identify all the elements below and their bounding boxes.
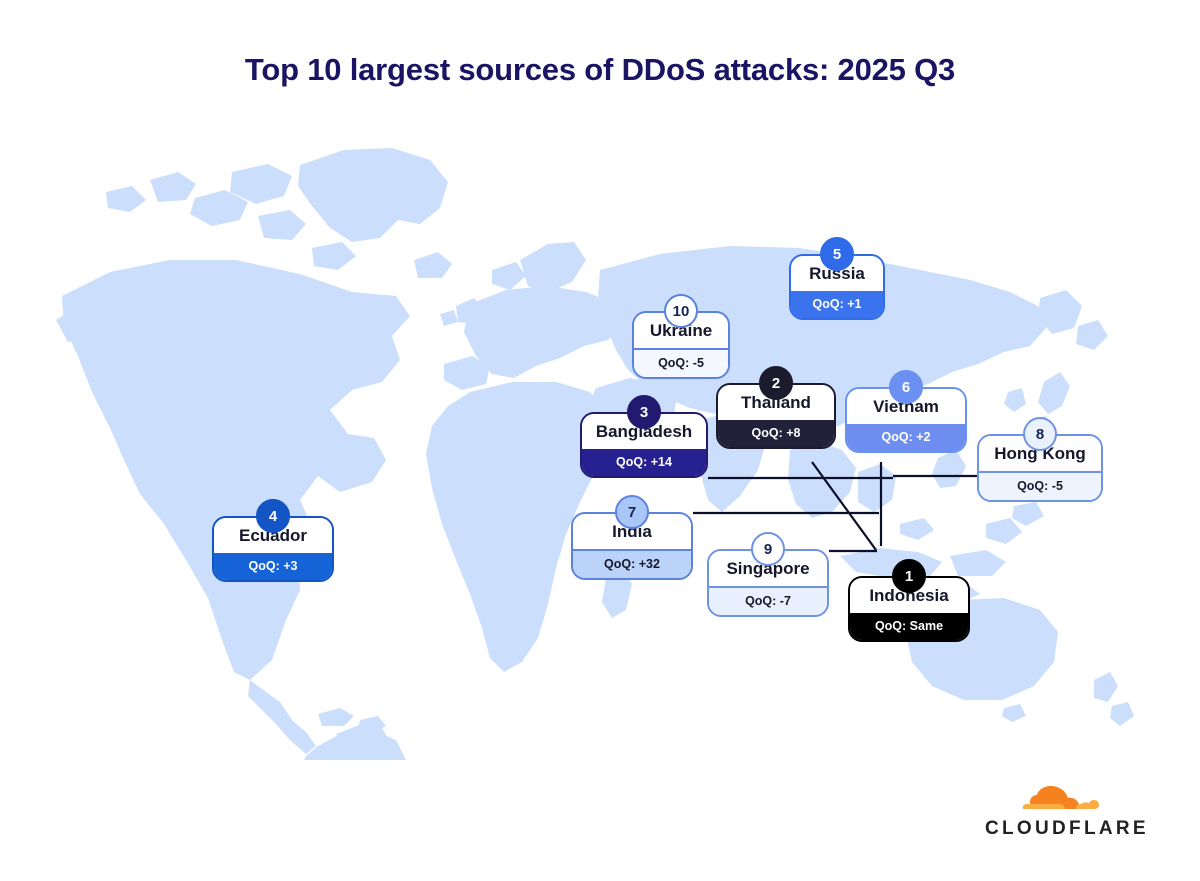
country-name: Ukraine	[634, 313, 728, 348]
card-singapore[interactable]: 9 Singapore QoQ: -7	[707, 532, 829, 617]
rank-value: 1	[904, 567, 914, 585]
rank-badge-ukraine: 10	[664, 294, 698, 328]
page-title: Top 10 largest sources of DDoS attacks: …	[244, 52, 956, 87]
rank-value: 10	[672, 302, 690, 320]
country-name: Ecuador	[214, 518, 332, 553]
qoq-value: QoQ: +14	[582, 448, 706, 476]
card-india[interactable]: 7 India QoQ: +32	[571, 495, 693, 580]
qoq-value: QoQ: +3	[214, 552, 332, 580]
card-russia[interactable]: 5 Russia QoQ: +1	[789, 237, 885, 320]
rank-value: 9	[763, 540, 773, 558]
rank-value: 8	[1035, 425, 1045, 443]
qoq-value: QoQ: +8	[718, 419, 834, 447]
qoq-value: QoQ: -5	[979, 470, 1101, 500]
cloudflare-logo: CLOUDFLARE	[985, 782, 1149, 844]
rank-badge-singapore: 9	[751, 532, 785, 566]
rank-badge-india: 7	[615, 495, 649, 529]
rank-value: 3	[639, 403, 649, 421]
rank-badge-hongkong: 8	[1023, 417, 1057, 451]
rank-value: 4	[268, 507, 278, 525]
qoq-value: QoQ: -7	[709, 585, 827, 615]
rank-badge-indonesia: 1	[892, 559, 926, 593]
rank-badge-bangladesh: 3	[627, 395, 661, 429]
qoq-value: QoQ: Same	[850, 612, 968, 640]
card-ukraine[interactable]: 10 Ukraine QoQ: -5	[632, 294, 730, 379]
qoq-value: QoQ: +2	[847, 423, 965, 451]
qoq-value: QoQ: +32	[573, 548, 691, 578]
brand-name: CLOUDFLARE	[985, 818, 1149, 839]
card-ecuador[interactable]: 4 Ecuador QoQ: +3	[212, 499, 334, 582]
card-indonesia[interactable]: 1 Indonesia QoQ: Same	[848, 559, 970, 642]
rank-badge-thailand: 2	[759, 366, 793, 400]
country-name: Indonesia	[850, 578, 968, 613]
rank-badge-ecuador: 4	[256, 499, 290, 533]
rank-value: 6	[901, 378, 911, 396]
cloud-icon	[1022, 786, 1099, 809]
card-vietnam[interactable]: 6 Vietnam QoQ: +2	[845, 370, 967, 453]
rank-badge-vietnam: 6	[889, 370, 923, 404]
rank-value: 2	[771, 374, 781, 392]
card-bangladesh[interactable]: 3 Bangladesh QoQ: +14	[580, 395, 708, 478]
qoq-value: QoQ: +1	[791, 290, 883, 318]
rank-badge-russia: 5	[820, 237, 854, 271]
rank-value: 5	[832, 245, 842, 263]
qoq-value: QoQ: -5	[634, 347, 728, 377]
rank-value: 7	[627, 503, 637, 521]
card-hongkong[interactable]: 8 Hong Kong QoQ: -5	[977, 417, 1103, 502]
card-thailand[interactable]: 2 Thailand QoQ: +8	[716, 366, 836, 449]
